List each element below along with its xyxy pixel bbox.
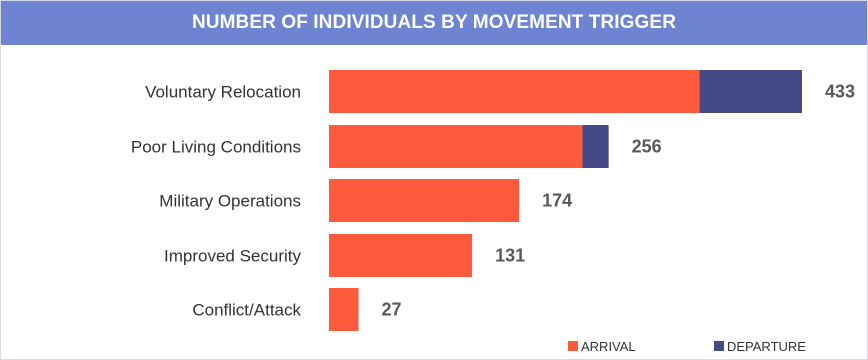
- category-label: Voluntary Relocation: [145, 83, 301, 102]
- category-label: Improved Security: [164, 247, 301, 266]
- arrival-bar: [329, 234, 473, 277]
- arrival-bar: [329, 125, 583, 168]
- departure-bar: [582, 125, 609, 168]
- title-bar: NUMBER OF INDIVIDUALS BY MOVEMENT TRIGGE…: [1, 1, 867, 45]
- arrival-bar: [329, 179, 520, 222]
- category-label: Conflict/Attack: [192, 301, 301, 320]
- arrival-bar: [329, 70, 700, 113]
- departure-bar: [699, 70, 802, 113]
- category-label: Poor Living Conditions: [131, 138, 301, 157]
- total-label: 256: [632, 137, 662, 157]
- legend-swatch-arrival: [568, 341, 578, 351]
- total-label: 174: [542, 191, 572, 211]
- total-label: 27: [381, 300, 401, 320]
- arrival-bar: [329, 288, 359, 331]
- total-label: 433: [825, 82, 855, 102]
- category-label: Military Operations: [159, 192, 301, 211]
- chart-title: NUMBER OF INDIVIDUALS BY MOVEMENT TRIGGE…: [191, 12, 677, 33]
- total-label: 131: [495, 246, 525, 266]
- legend-label-departure: DEPARTURE: [727, 339, 806, 354]
- legend-swatch-departure: [714, 341, 724, 351]
- legend-label-arrival: ARRIVAL: [581, 339, 636, 354]
